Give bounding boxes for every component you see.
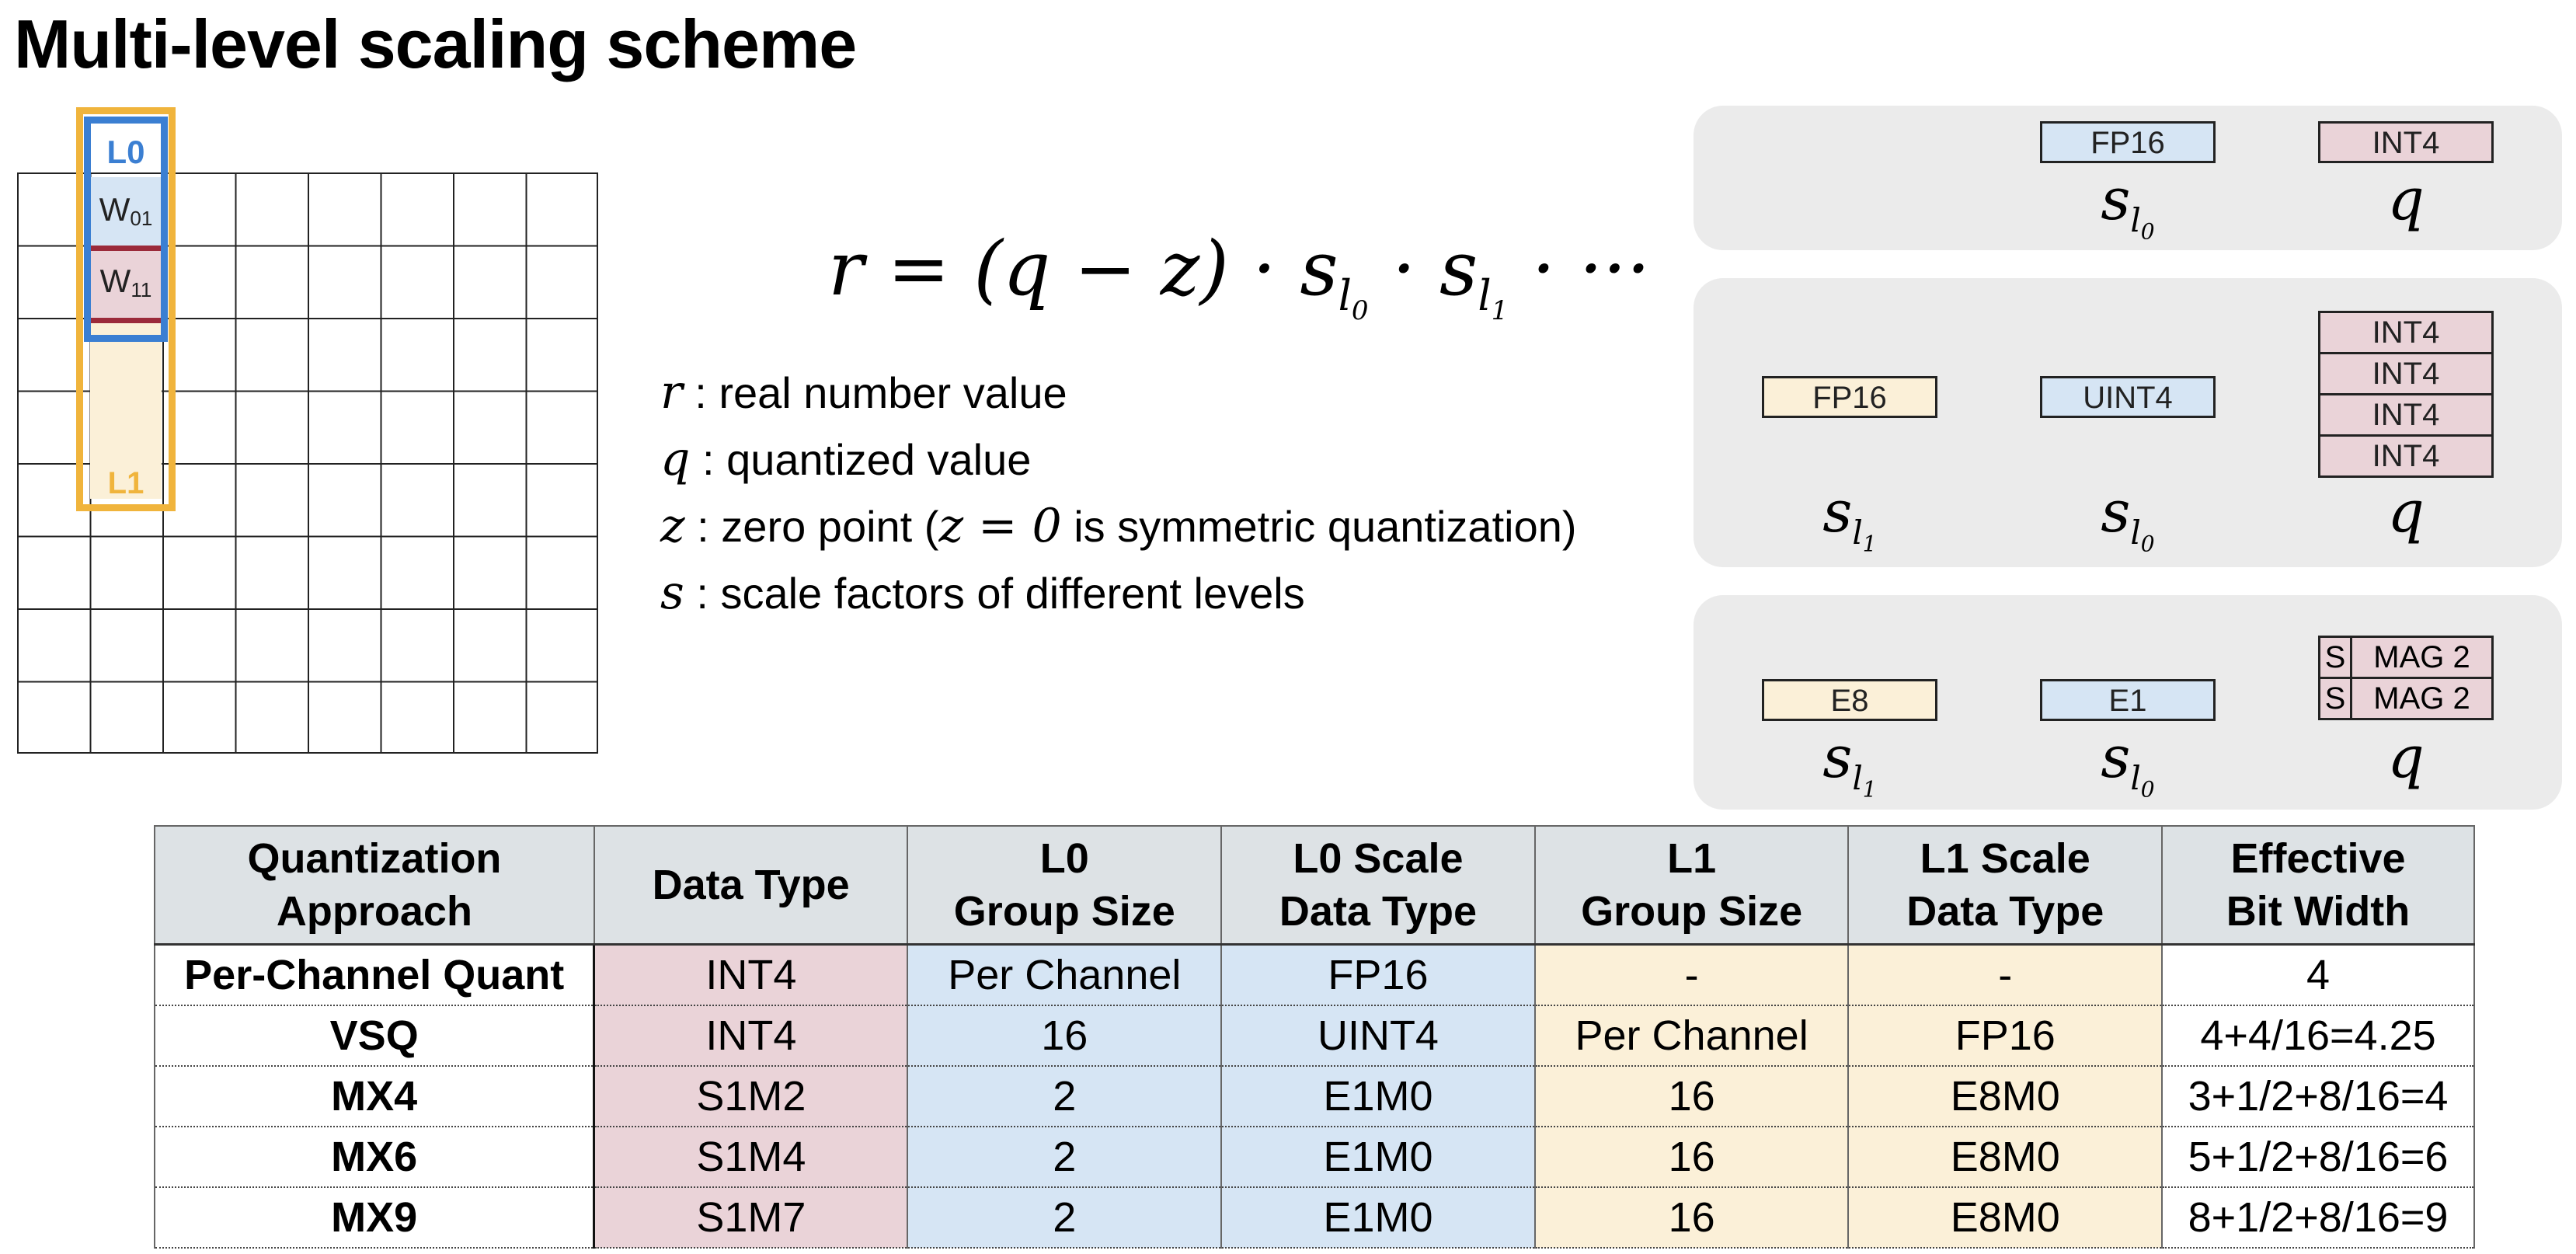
p2-int4-row: INT4 <box>2318 393 2494 437</box>
cell-l1-group: Per Channel <box>1533 1005 1850 1067</box>
p2-q-symbol: q <box>2387 479 2425 545</box>
cell-l1-scale: E8M0 <box>1847 1126 2163 1188</box>
l0-label: L0 <box>106 134 145 170</box>
p1-fp16-tag: FP16 <box>2040 121 2216 163</box>
cell-l0-scale: FP16 <box>1220 943 1536 1006</box>
cell-l1-group: - <box>1533 943 1850 1006</box>
cell-effective-bits: 5+1/2+8/16=6 <box>2161 1126 2475 1188</box>
p2-fp16-tag: FP16 <box>1762 376 1937 418</box>
legend-s: s : scale factors of different levels <box>660 566 1305 620</box>
cell-effective-bits: 3+1/2+8/16=4 <box>2161 1065 2475 1127</box>
p3-smag-row: S MAG 2 <box>2318 636 2494 679</box>
magnitude-bits: MAG 2 <box>2373 640 2470 674</box>
p2-int4-row: INT4 <box>2318 311 2494 354</box>
page-title: Multi-level scaling scheme <box>14 5 857 82</box>
header-l0-scale-type: L0 Scale Data Type <box>1220 825 1536 946</box>
header-data-type: Data Type <box>593 825 909 946</box>
header-l0-group-size: L0 Group Size <box>907 825 1223 946</box>
cell-data-type: INT4 <box>593 943 909 1006</box>
w01-cell <box>91 177 161 246</box>
cell-l1-scale: E8M0 <box>1847 1186 2163 1249</box>
header-l1-scale-type: L1 Scale Data Type <box>1847 825 2163 946</box>
l0-group-box <box>84 117 168 342</box>
cell-l1-scale: - <box>1847 943 2163 1006</box>
p3-smag-row: S MAG 2 <box>2318 677 2494 720</box>
cell-l0-group: 2 <box>907 1126 1223 1188</box>
l1-label: L1 <box>107 466 144 500</box>
cell-l0-group: 16 <box>907 1005 1223 1067</box>
cell-approach: MX9 <box>154 1186 596 1249</box>
p3-sl0-symbol: sl0 <box>2101 724 2155 803</box>
cell-l1-scale: E8M0 <box>1847 1065 2163 1127</box>
cell-approach: VSQ <box>154 1005 596 1067</box>
cell-l1-scale: FP16 <box>1847 1005 2163 1067</box>
p2-sl1-symbol: sl1 <box>1822 479 1877 557</box>
p2-int4-row: INT4 <box>2318 352 2494 395</box>
header-effective-bits: Effective Bit Width <box>2161 825 2475 946</box>
l1-group-box <box>76 107 176 511</box>
p2-int4-row: INT4 <box>2318 434 2494 478</box>
legend-r: r : real number value <box>660 365 1067 420</box>
p1-q-symbol: q <box>2387 166 2425 233</box>
cell-l0-scale: UINT4 <box>1220 1005 1536 1067</box>
scaling-formula: r = (q − z) · sl0 · sl1 · ··· <box>828 225 1651 326</box>
legend-z: z : zero point (z = 0 is symmetric quant… <box>660 499 1577 553</box>
l1-group-fill <box>90 319 162 499</box>
cell-approach: MX6 <box>154 1126 596 1188</box>
w01-label: W01 <box>99 191 153 230</box>
p3-smag-stack: S MAG 2 S MAG 2 <box>2318 636 2494 720</box>
sign-bit: S <box>2320 679 2352 718</box>
table-row: MX6 S1M4 2 E1M0 16 E8M0 5+1/2+8/16=6 <box>154 1126 2475 1188</box>
p2-sl0-symbol: sl0 <box>2101 479 2155 557</box>
cell-approach: MX4 <box>154 1065 596 1127</box>
cell-effective-bits: 4 <box>2161 943 2475 1006</box>
cell-l0-scale: E1M0 <box>1220 1186 1536 1249</box>
cell-l1-group: 16 <box>1533 1186 1850 1249</box>
cell-approach: Per-Channel Quant <box>154 943 596 1006</box>
cell-data-type: INT4 <box>593 1005 909 1067</box>
w11-label: W11 <box>99 263 152 301</box>
sign-bit: S <box>2320 638 2352 677</box>
table-row: MX9 S1M7 2 E1M0 16 E8M0 8+1/2+8/16=9 <box>154 1186 2475 1249</box>
w11-cell <box>91 246 161 323</box>
cell-l1-group: 16 <box>1533 1065 1850 1127</box>
cell-data-type: S1M2 <box>593 1065 909 1127</box>
cell-data-type: S1M4 <box>593 1126 909 1188</box>
p1-sl0-symbol: sl0 <box>2101 166 2155 245</box>
table-row: VSQ INT4 16 UINT4 Per Channel FP16 4+4/1… <box>154 1005 2475 1067</box>
p3-e1-tag: E1 <box>2040 679 2216 721</box>
table-row: Per-Channel Quant INT4 Per Channel FP16 … <box>154 943 2475 1006</box>
cell-l0-group: 2 <box>907 1186 1223 1249</box>
magnitude-bits: MAG 2 <box>2373 681 2470 716</box>
quantization-table: Quantization Approach Data Type L0 Group S… <box>154 825 2475 1249</box>
cell-l0-group: Per Channel <box>907 943 1223 1006</box>
cell-l0-group: 2 <box>907 1065 1223 1127</box>
p3-sl1-symbol: sl1 <box>1822 724 1877 803</box>
legend-q: q : quantized value <box>660 432 1032 486</box>
header-l1-group-size: L1 Group Size <box>1533 825 1850 946</box>
p2-uint4-tag: UINT4 <box>2040 376 2216 418</box>
p3-e8-tag: E8 <box>1762 679 1937 721</box>
table-row: MX4 S1M2 2 E1M0 16 E8M0 3+1/2+8/16=4 <box>154 1065 2475 1127</box>
p2-int4-stack: INT4 INT4 INT4 INT4 <box>2318 311 2494 478</box>
header-approach: Quantization Approach <box>154 825 595 946</box>
table-header-row: Quantization Approach Data Type L0 Group S… <box>154 825 2475 946</box>
cell-l0-scale: E1M0 <box>1220 1065 1536 1127</box>
cell-l0-scale: E1M0 <box>1220 1126 1536 1188</box>
cell-l1-group: 16 <box>1533 1126 1850 1188</box>
cell-effective-bits: 4+4/16=4.25 <box>2161 1005 2475 1067</box>
p1-int4-tag: INT4 <box>2318 121 2494 163</box>
cell-effective-bits: 8+1/2+8/16=9 <box>2161 1186 2475 1249</box>
cell-data-type: S1M7 <box>593 1186 909 1249</box>
p3-q-symbol: q <box>2387 724 2425 791</box>
